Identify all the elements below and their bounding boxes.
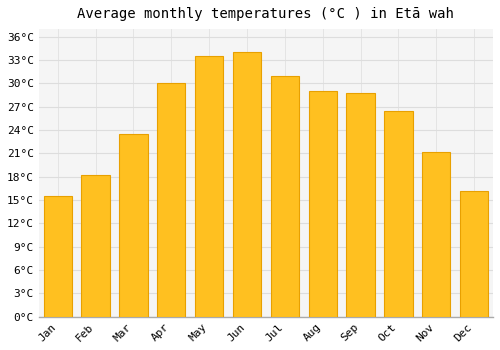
Bar (157, 84, 186, 317)
Bar (44, 196, 72, 317)
Bar (195, 56, 224, 317)
Bar (346, 93, 375, 317)
Bar (119, 134, 148, 317)
Bar (460, 191, 488, 317)
Bar (422, 152, 450, 317)
Bar (82, 175, 110, 317)
Bar (384, 111, 412, 317)
Title: Average monthly temperatures (°C ) in Etā wah: Average monthly temperatures (°C ) in Et… (78, 7, 454, 21)
Bar (308, 91, 337, 317)
Bar (233, 52, 261, 317)
Bar (270, 76, 299, 317)
